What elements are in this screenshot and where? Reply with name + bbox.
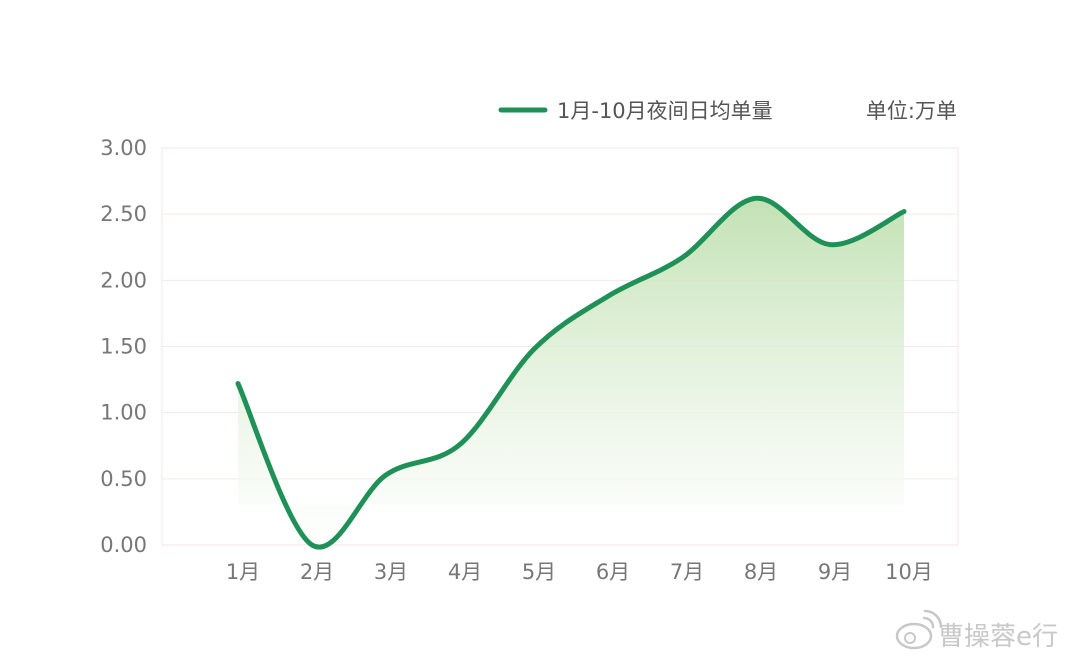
watermark: 曹操蓉e行 (895, 609, 1058, 652)
x-tick-label: 10月 (885, 560, 933, 584)
series-line (235, 195, 907, 550)
data-point (235, 381, 241, 387)
x-tick-label: 9月 (818, 560, 852, 584)
data-point (605, 293, 611, 299)
y-tick-label: 2.50 (100, 202, 147, 226)
legend: 1月-10月夜间日均单量 (498, 99, 773, 123)
watermark-text: 曹操蓉e行 (938, 622, 1058, 652)
y-tick-label: 1.50 (100, 335, 147, 359)
y-axis-ticks: 0.00 0.50 1.00 1.50 2.00 2.50 3.00 (100, 136, 147, 557)
data-point (309, 542, 315, 548)
data-point (531, 346, 537, 352)
y-tick-label: 2.00 (100, 268, 147, 292)
x-tick-label: 1月 (226, 560, 260, 584)
legend-label: 1月-10月夜间日均单量 (557, 99, 773, 123)
plot-frame (161, 147, 959, 546)
x-axis-ticks: 1月 2月 3月 4月 5月 6月 7月 8月 9月 10月 (226, 560, 933, 584)
unit-label: 单位:万单 (866, 99, 957, 123)
data-point (457, 441, 463, 447)
y-tick-label: 1.00 (100, 401, 147, 425)
x-tick-label: 2月 (300, 560, 334, 584)
data-point (901, 209, 907, 215)
data-point (383, 472, 389, 478)
data-point (827, 242, 833, 248)
y-tick-label: 0.50 (100, 467, 147, 491)
weibo-icon (895, 609, 943, 650)
y-tick-label: 0.00 (100, 533, 147, 557)
x-tick-label: 6月 (596, 560, 630, 584)
x-tick-label: 3月 (374, 560, 408, 584)
x-tick-label: 5月 (522, 560, 556, 584)
data-point (753, 195, 759, 201)
series-area-fill (238, 198, 904, 548)
x-tick-label: 8月 (744, 560, 778, 584)
y-tick-label: 3.00 (100, 136, 147, 160)
data-point (679, 255, 685, 261)
x-tick-label: 4月 (448, 560, 482, 584)
x-tick-label: 7月 (670, 560, 704, 584)
